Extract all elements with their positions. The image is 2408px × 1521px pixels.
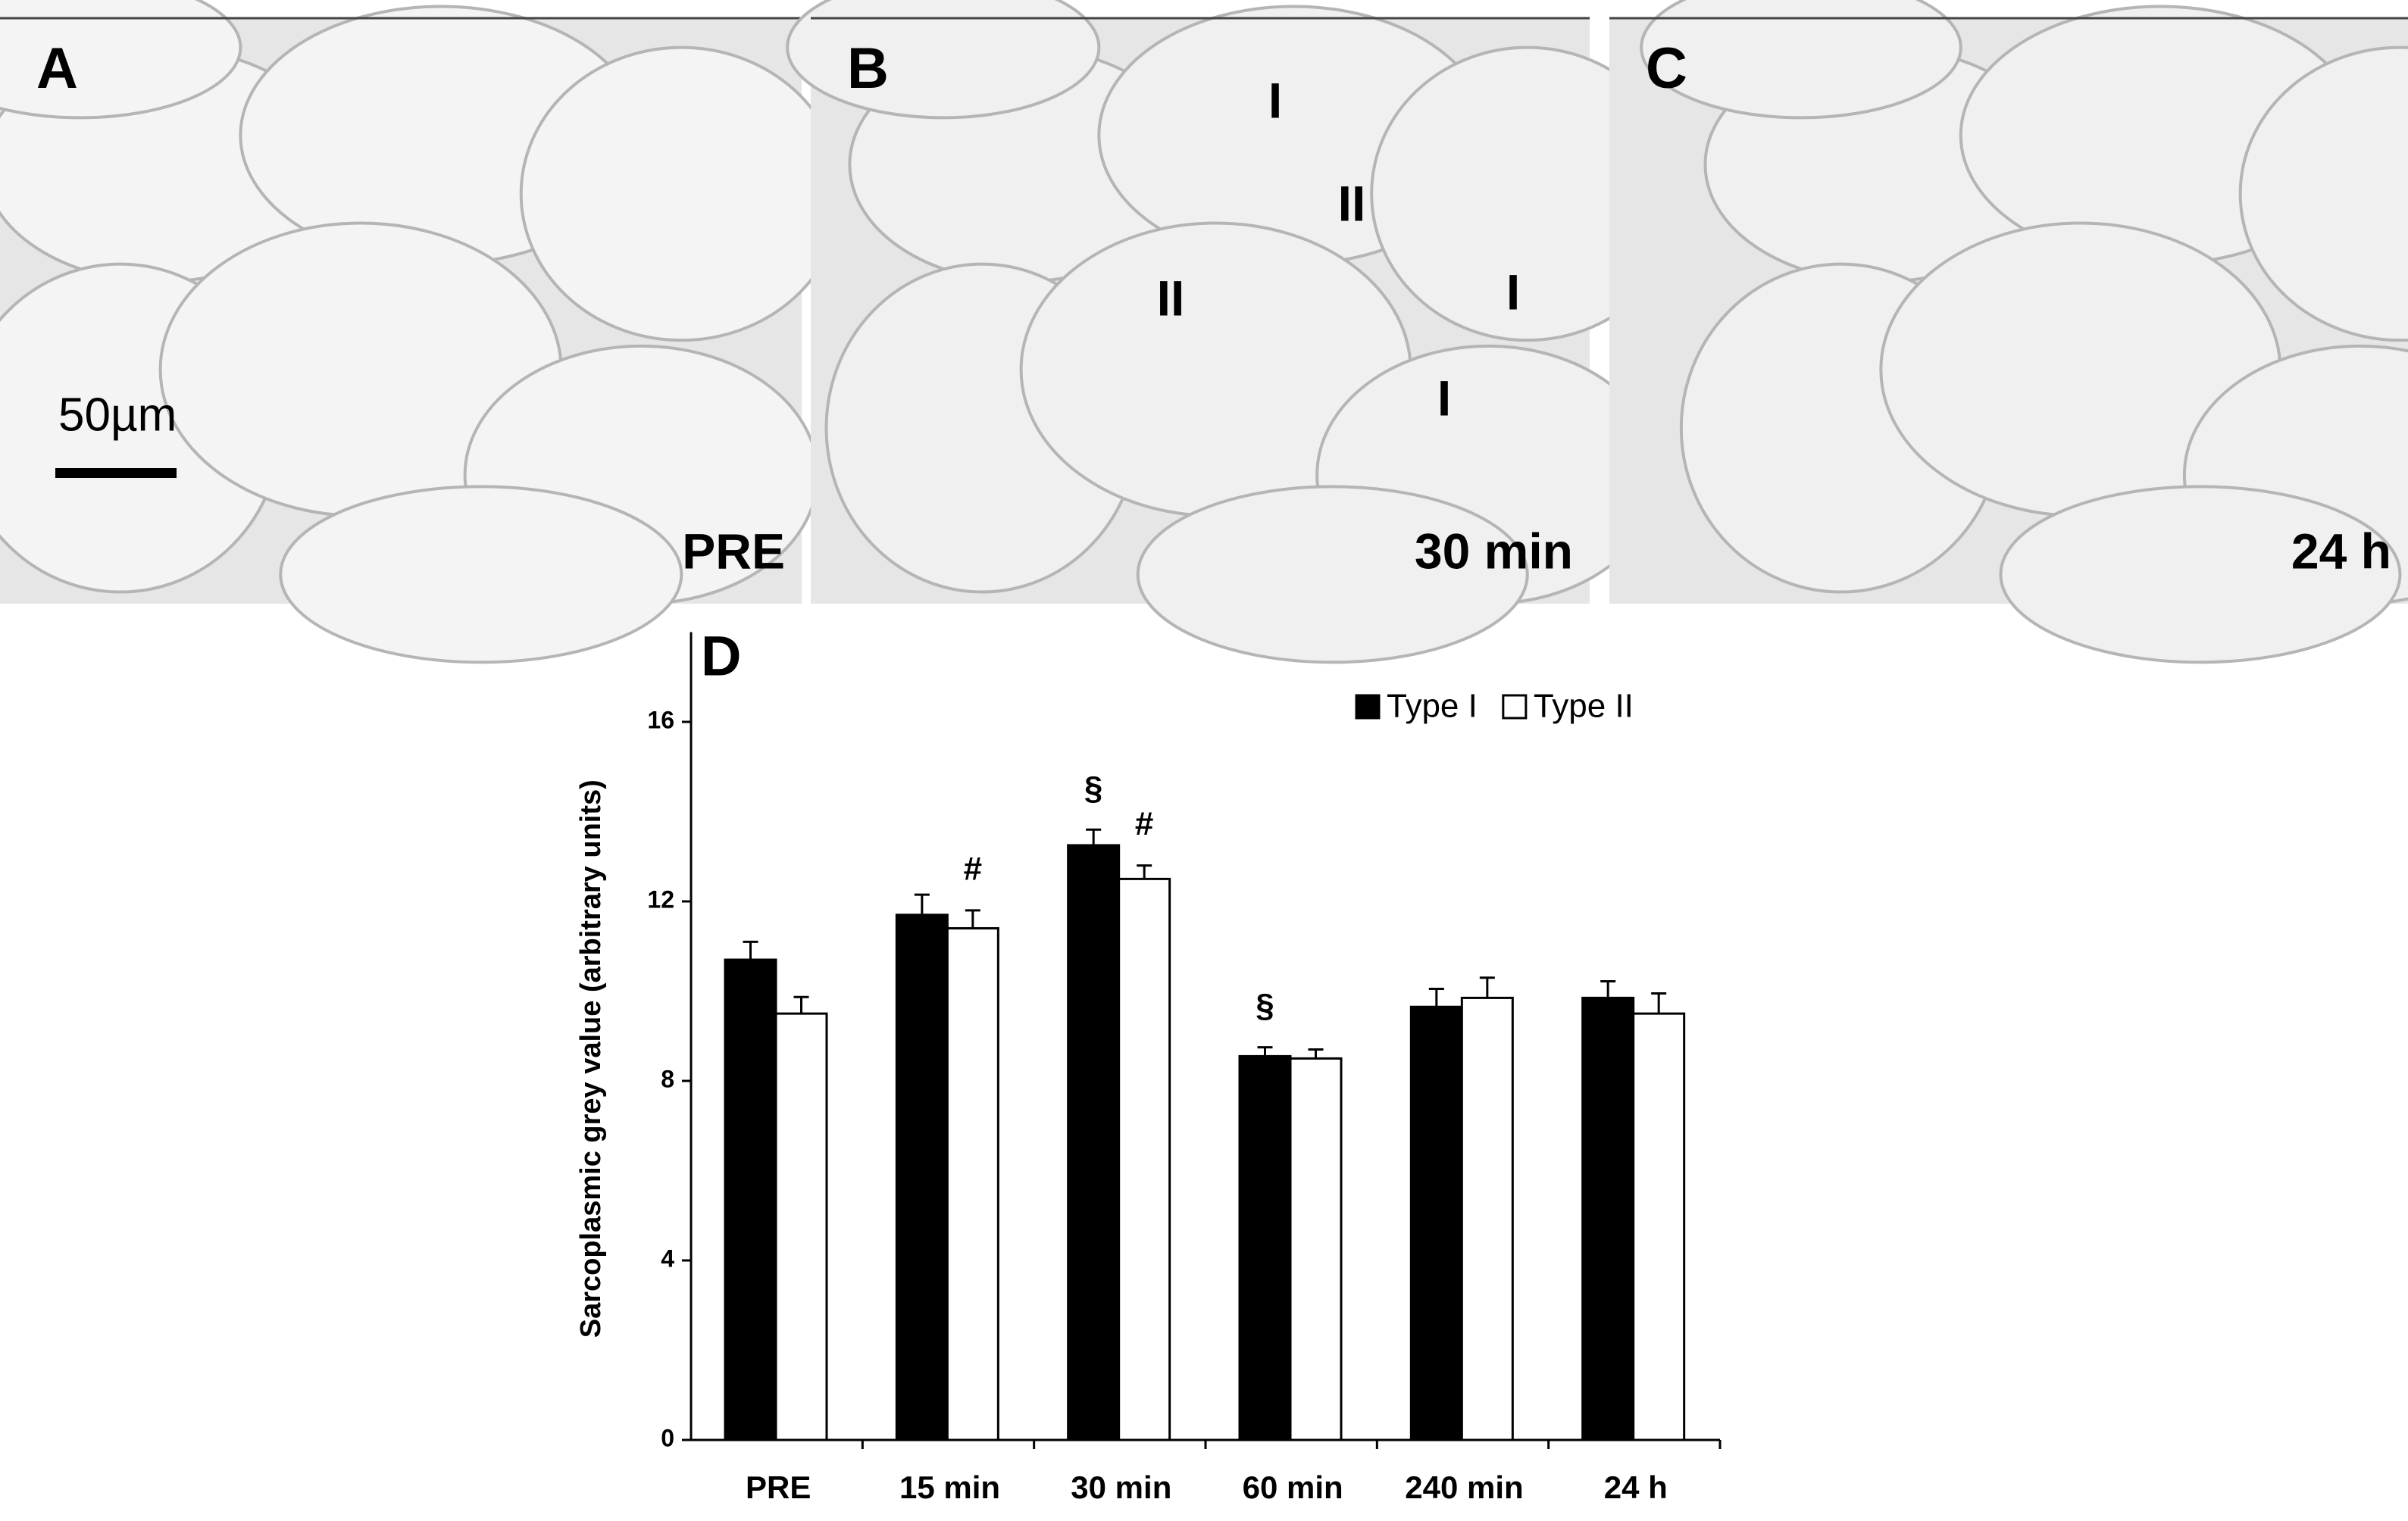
panel-label: D	[701, 625, 741, 688]
legend-label: Type I	[1387, 688, 1478, 725]
bar	[1118, 877, 1171, 1441]
bar	[1409, 1005, 1463, 1441]
timepoint-label: 24 h	[2291, 523, 2391, 579]
error-bar	[793, 995, 809, 1014]
timepoint-label: 30 min	[1415, 523, 1573, 579]
error-bar	[1479, 976, 1495, 998]
y-axis-label: Sarcoplasmic grey value (arbitrary units…	[575, 779, 607, 1338]
scale-bar	[55, 468, 177, 478]
bar	[1238, 1054, 1292, 1441]
significance-marker: §	[1084, 770, 1102, 807]
panel-label: A	[36, 36, 78, 101]
error-bar	[1600, 979, 1616, 998]
y-tick-label: 4	[661, 1245, 674, 1272]
error-bar	[1308, 1048, 1324, 1059]
micrograph: C 24 h	[1609, 0, 2408, 664]
error-bar	[1137, 864, 1152, 879]
x-tick-label: 30 min	[1071, 1469, 1171, 1505]
legend-swatch	[1355, 694, 1381, 720]
muscle-fiber	[2238, 45, 2408, 342]
significance-marker: #	[964, 850, 982, 887]
x-tick-label: 240 min	[1405, 1469, 1523, 1505]
significance-marker: #	[1135, 805, 1153, 842]
bar	[1289, 1057, 1343, 1441]
bar	[946, 927, 999, 1441]
x-tick-label: 60 min	[1243, 1469, 1343, 1505]
muscle-fiber	[0, 0, 242, 120]
x-tick-label: PRE	[746, 1469, 811, 1505]
bar	[724, 958, 777, 1441]
muscle-fiber	[1136, 485, 1529, 664]
muscle-fiber	[786, 0, 1101, 120]
bar	[1067, 844, 1121, 1441]
legend-swatch	[1502, 694, 1528, 720]
error-bar	[1257, 1046, 1273, 1057]
bar	[1460, 996, 1514, 1441]
error-bar	[914, 893, 930, 915]
panel-label: B	[847, 36, 889, 101]
y-tick-label: 8	[661, 1065, 674, 1092]
y-tick-label: 16	[647, 706, 674, 733]
fiber-type-label: I	[1268, 72, 1282, 128]
timepoint-label: PRE	[682, 523, 785, 579]
muscle-fiber	[1640, 0, 1962, 120]
fiber-type-label: II	[1157, 270, 1185, 326]
bar	[1581, 996, 1635, 1441]
error-bar	[743, 940, 758, 960]
error-bar	[965, 909, 980, 929]
y-tick-label: 12	[647, 885, 674, 913]
fiber-type-label: I	[1506, 264, 1520, 320]
significance-marker: §	[1256, 987, 1274, 1024]
panel-label: C	[1646, 36, 1687, 101]
x-tick-label: 24 h	[1604, 1469, 1668, 1505]
fiber-type-label: I	[1437, 370, 1451, 426]
error-bar	[1651, 992, 1667, 1014]
muscle-fiber	[519, 45, 843, 342]
muscle-fiber	[279, 485, 683, 664]
y-tick-label: 0	[661, 1424, 674, 1451]
bar	[1632, 1012, 1686, 1441]
micrograph: A PRE 50µm	[0, 0, 843, 664]
error-bar	[1086, 828, 1102, 845]
bar	[895, 914, 949, 1441]
muscle-fiber	[1999, 485, 2402, 664]
legend-label: Type II	[1534, 688, 1634, 725]
bar	[774, 1012, 828, 1441]
scale-bar-label: 50µm	[58, 389, 177, 441]
fiber-type-label: II	[1338, 175, 1366, 231]
x-tick-label: 15 min	[899, 1469, 1000, 1505]
error-bar	[1428, 988, 1444, 1007]
